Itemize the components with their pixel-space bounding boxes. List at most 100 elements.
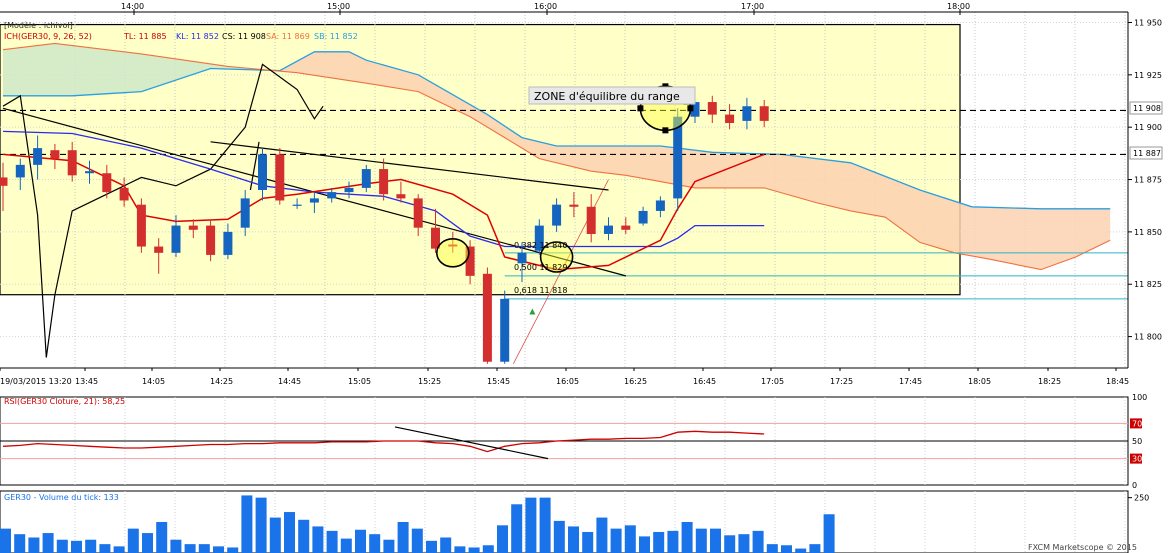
volume-bar[interactable]: [568, 526, 579, 553]
candle-body[interactable]: [673, 116, 683, 199]
candle-body[interactable]: [707, 102, 717, 115]
volume-bar[interactable]: [539, 497, 551, 553]
candle-body[interactable]: [119, 187, 129, 201]
volume-bar[interactable]: [724, 535, 736, 553]
volume-bar[interactable]: [639, 536, 650, 553]
candle-body[interactable]: [258, 154, 267, 190]
volume-bar[interactable]: [241, 495, 253, 553]
volume-bar[interactable]: [695, 528, 707, 553]
volume-bar[interactable]: [42, 533, 54, 553]
volume-bar[interactable]: [809, 544, 821, 553]
candle-body[interactable]: [465, 246, 475, 276]
volume-bar[interactable]: [198, 544, 210, 553]
volume-bar[interactable]: [426, 540, 437, 553]
volume-bar[interactable]: [511, 504, 523, 553]
candle-body[interactable]: [500, 298, 510, 362]
volume-bar[interactable]: [383, 539, 395, 553]
candle-body[interactable]: [413, 198, 423, 228]
volume-bar[interactable]: [795, 548, 807, 553]
volume-bar[interactable]: [355, 529, 366, 553]
candle-body[interactable]: [690, 102, 700, 117]
volume-bar[interactable]: [766, 544, 778, 553]
candle-body[interactable]: [742, 106, 752, 121]
volume-bar[interactable]: [0, 528, 11, 553]
volume-bar[interactable]: [454, 546, 466, 553]
volume-bar[interactable]: [553, 520, 565, 553]
volume-bar[interactable]: [397, 522, 409, 553]
candle-body[interactable]: [379, 169, 389, 195]
candle-body[interactable]: [621, 225, 631, 230]
candle-body[interactable]: [85, 171, 94, 174]
volume-bar[interactable]: [752, 530, 764, 553]
volume-bar[interactable]: [781, 545, 792, 553]
candle-body[interactable]: [431, 227, 440, 249]
volume-bar[interactable]: [113, 546, 125, 553]
volume-bar[interactable]: [340, 538, 352, 553]
volume-bar[interactable]: [99, 544, 111, 553]
volume-bar[interactable]: [411, 528, 423, 553]
volume-bar[interactable]: [497, 525, 508, 553]
candle-body[interactable]: [50, 150, 60, 159]
volume-bar[interactable]: [14, 534, 26, 553]
volume-bar[interactable]: [269, 517, 281, 553]
candle-body[interactable]: [240, 198, 250, 228]
candle-body[interactable]: [309, 198, 319, 203]
candle-body[interactable]: [206, 225, 216, 255]
volume-bar[interactable]: [28, 537, 40, 553]
candle-body[interactable]: [569, 204, 579, 207]
volume-bar[interactable]: [596, 517, 608, 553]
volume-bar[interactable]: [667, 530, 679, 553]
volume-bar[interactable]: [227, 547, 239, 553]
candle-body[interactable]: [396, 194, 406, 199]
volume-bar[interactable]: [482, 545, 494, 553]
volume-bar[interactable]: [738, 534, 750, 553]
volume-bar[interactable]: [56, 539, 68, 553]
candle-body[interactable]: [67, 150, 77, 176]
candle-body[interactable]: [102, 173, 112, 193]
volume-bar[interactable]: [610, 528, 622, 553]
candle-body[interactable]: [327, 192, 337, 199]
candle-body[interactable]: [534, 225, 544, 251]
circle-handle[interactable]: [662, 127, 669, 134]
candle-body[interactable]: [292, 204, 302, 206]
volume-bar[interactable]: [440, 537, 452, 553]
volume-bar[interactable]: [284, 512, 295, 553]
volume-bar[interactable]: [213, 546, 224, 553]
candle-body[interactable]: [344, 187, 354, 193]
volume-bar[interactable]: [710, 528, 721, 553]
candle-body[interactable]: [604, 225, 613, 234]
volume-bar[interactable]: [298, 519, 310, 553]
circle-handle[interactable]: [662, 83, 669, 90]
candle-body[interactable]: [188, 225, 198, 230]
volume-bar[interactable]: [525, 497, 537, 553]
candle-body[interactable]: [552, 204, 562, 226]
volume-bar[interactable]: [156, 522, 168, 553]
volume-bar[interactable]: [823, 514, 835, 553]
candle-body[interactable]: [482, 273, 492, 362]
candle-body[interactable]: [655, 200, 665, 211]
volume-bar[interactable]: [369, 534, 381, 553]
volume-bar[interactable]: [582, 531, 594, 553]
candle-body[interactable]: [0, 177, 8, 186]
price-panel[interactable]: 11 800 11 825 11 850 11 875 11 900 11 925 11 9…: [0, 2, 1162, 386]
candle-body[interactable]: [638, 210, 648, 224]
candle-body[interactable]: [15, 164, 25, 178]
volume-bar[interactable]: [624, 525, 636, 553]
volume-bar[interactable]: [468, 547, 480, 553]
volume-bar[interactable]: [255, 497, 267, 553]
candle-body[interactable]: [136, 204, 146, 247]
candle-body[interactable]: [759, 106, 769, 121]
candle-body[interactable]: [223, 231, 233, 255]
candle-body[interactable]: [361, 169, 371, 188]
circle-handle[interactable]: [637, 105, 644, 112]
volume-panel[interactable]: 250: [0, 490, 1149, 553]
volume-bar[interactable]: [184, 544, 196, 553]
volume-bar[interactable]: [653, 531, 665, 553]
volume-bar[interactable]: [681, 522, 693, 553]
candle-body[interactable]: [33, 148, 43, 165]
candle-body[interactable]: [154, 246, 164, 253]
volume-bar[interactable]: [170, 539, 182, 553]
candle-body[interactable]: [171, 225, 181, 253]
candle-body[interactable]: [725, 114, 735, 123]
candle-body[interactable]: [586, 206, 596, 234]
